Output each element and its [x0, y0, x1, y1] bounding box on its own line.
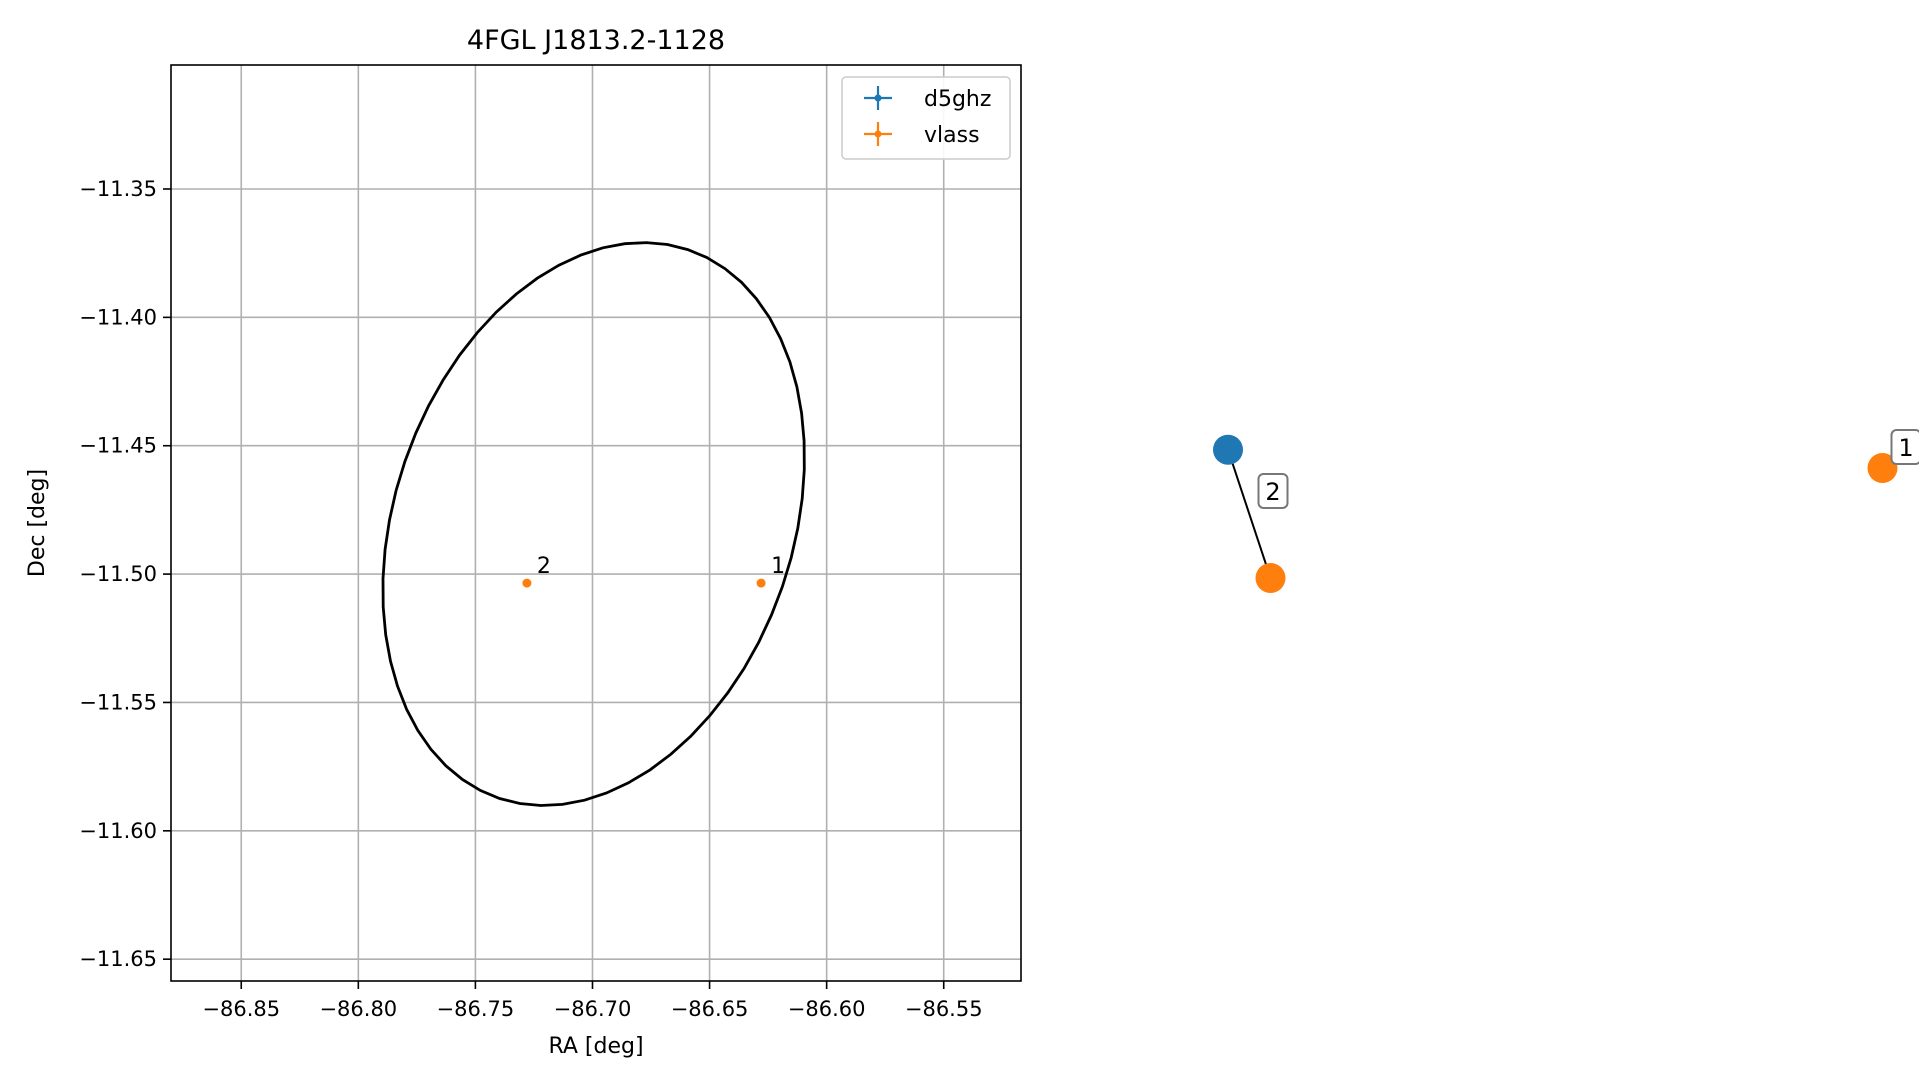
y-tick-label: −11.35 [79, 177, 157, 201]
point-label-2: 2 [537, 554, 551, 579]
plot-background [171, 65, 1021, 981]
plot-frame [170, 64, 1022, 982]
x-tick-label: −86.80 [319, 997, 397, 1021]
x-ticks: −86.85 −86.80 −86.75 −86.70 −86.65 −86.60 −86.… [202, 981, 983, 1021]
match-connector-line [1227, 449, 1272, 579]
x-tick-label: −86.55 [905, 997, 983, 1021]
legend-marker-vlass [864, 122, 892, 146]
y-tick-label: −11.65 [79, 947, 157, 971]
y-axis-label: Dec [deg] [25, 469, 50, 577]
legend: d5ghz vlass [841, 76, 1011, 160]
label-badge-text-1: 1 [1898, 434, 1913, 462]
legend-label-vlass: vlass [924, 123, 980, 148]
vlass-point-1 [756, 578, 766, 588]
y-tick-label: −11.50 [79, 562, 157, 586]
x-tick-label: −86.60 [788, 997, 866, 1021]
vlass-point-2 [522, 578, 532, 588]
x-tick-label: −86.75 [437, 997, 515, 1021]
label-badge-2 [1257, 472, 1289, 509]
localization-ellipse [381, 241, 806, 807]
vlass-marker-2 [1867, 453, 1898, 484]
vlass-points: 12 [522, 554, 785, 588]
y-ticks: −11.35 −11.40 −11.45 −11.50 −11.55 −11.60 −11.… [79, 177, 171, 971]
chart-title: 4FGL J1813.2-1128 [467, 25, 725, 56]
label-badge-1 [1890, 429, 1919, 466]
vlass-marker-1 [1255, 562, 1286, 593]
y-tick-label: −11.45 [79, 434, 157, 458]
point-label-1: 1 [771, 554, 785, 579]
grid [171, 65, 1021, 981]
legend-label-d5ghz: d5ghz [924, 87, 991, 112]
x-axis-label: RA [deg] [548, 1034, 643, 1059]
x-tick-label: −86.70 [554, 997, 632, 1021]
x-tick-label: −86.85 [202, 997, 280, 1021]
label-badge-text-2: 2 [1265, 478, 1280, 506]
d5ghz-marker-0 [1213, 434, 1243, 465]
y-tick-label: −11.40 [79, 305, 157, 329]
main-plot: 12 −86.85 −86.80 −86.75 −86.70 −86.65 −86.60−… [25, 25, 1022, 1059]
y-tick-label: −11.60 [79, 819, 157, 843]
y-tick-label: −11.55 [79, 690, 157, 714]
x-tick-label: −86.65 [671, 997, 749, 1021]
legend-marker-d5ghz [864, 86, 892, 110]
match-diagram: 21 [1213, 429, 1919, 593]
